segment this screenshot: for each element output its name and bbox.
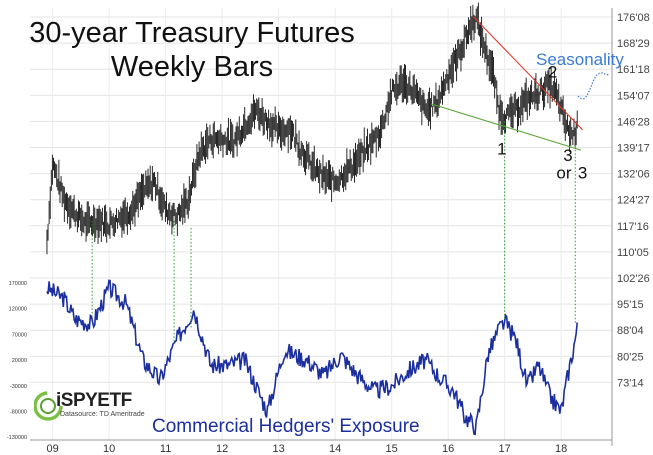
price-tick-label: 146'28 [617,116,650,128]
price-axis: 176'08 168'29 161'18 154'07 146'28 139'17 132'… [617,12,650,389]
price-tick-label: 102'26 [617,273,650,285]
price-bars-series [46,2,578,255]
x-tick-label: 18 [555,443,567,455]
chart-title-line2: Weekly Bars [110,51,274,83]
price-tick-label: 154'07 [617,90,650,102]
seasonality-series: Seasonality [536,50,624,100]
price-tick-label: 161'18 [617,64,650,76]
price-tick-label: 80'25 [617,351,644,363]
hedgers-tick-label: 170000 [9,281,27,287]
seasonality-label: Seasonality [536,50,624,69]
price-tick-label: 117'16 [617,221,649,233]
x-axis: 09 10 11 12 13 14 15 16 17 18 [46,443,567,455]
hedgers-axis: 170000 120000 70000 20000 -30000 -80000 -13000… [7,281,27,441]
x-tick-label: 14 [329,443,341,455]
x-tick-label: 13 [272,443,284,455]
hedgers-label: Commercial Hedgers' Exposure [152,416,420,437]
price-tick-label: 176'08 [617,12,650,24]
price-tick-label: 110'05 [617,247,649,259]
price-tick-label: 132'06 [617,169,650,181]
trendlines [431,16,584,151]
x-tick-label: 17 [499,443,511,455]
hedgers-tick-label: -130000 [7,435,27,441]
hedgers-tick-label: -30000 [10,384,27,390]
wave-label: 2 [548,63,557,82]
support-trendline [431,103,582,151]
x-tick-label: 09 [46,443,58,455]
wave-label: or [556,164,571,183]
price-tick-label: 73'14 [617,377,644,389]
wave-label: 1 [497,139,506,158]
price-tick-label: 88'04 [617,325,644,337]
x-tick-label: 11 [160,443,171,455]
hedgers-line [46,279,578,436]
ispyetf-logo-icon [34,391,63,421]
hedgers-tick-label: 70000 [12,332,27,338]
resistance-trendline [473,16,584,131]
chart-title-line1: 30-year Treasury Futures [29,17,355,49]
x-tick-label: 15 [386,443,398,455]
price-tick-label: 95'15 [617,299,644,311]
x-tick-label: 12 [216,443,228,455]
x-tick-label: 16 [442,443,454,455]
price-tick-label: 139'17 [617,143,650,155]
logo-name: iSPYETF [56,390,132,411]
price-tick-label: 168'29 [617,38,650,50]
hedgers-tick-label: -80000 [10,410,27,416]
wave-label: 3 [563,146,572,165]
price-tick-label: 124'27 [617,195,650,207]
logo-datasource: Datasource: TD Ameritrade [60,411,145,418]
hedgers-series: Commercial Hedgers' Exposure [46,279,578,437]
hedgers-tick-label: 120000 [9,307,27,313]
wave-label: 3 [578,164,587,183]
signal-lines [91,121,576,344]
x-tick-label: 10 [103,443,115,455]
seasonality-line [577,72,610,100]
hedgers-tick-label: 20000 [12,358,27,364]
